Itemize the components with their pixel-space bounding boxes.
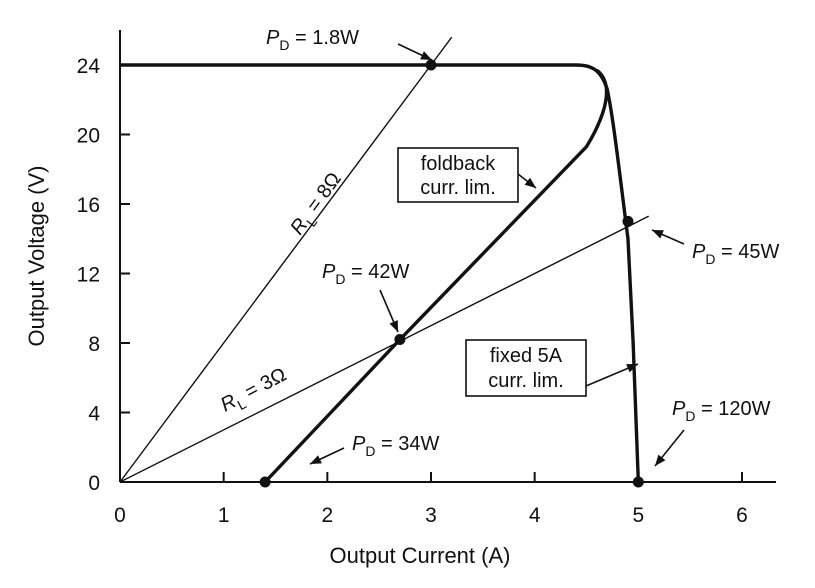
y-axis-title: Output Voltage (V) <box>24 166 49 347</box>
points-layer <box>259 59 644 488</box>
arrow-head <box>420 51 432 60</box>
rl-3ohm-label: RL = 3Ω <box>217 364 292 420</box>
x-tick-label: 6 <box>736 504 748 527</box>
load-line-8-ohm <box>119 36 453 483</box>
fixed-to-curve-arrow <box>585 363 639 387</box>
y-tick-label: 16 <box>77 194 100 217</box>
arrow-head <box>655 454 666 466</box>
pd-42w-label: PD = 42W <box>322 261 410 287</box>
foldback-box-line1: foldback <box>421 153 496 175</box>
pd-45w-arrow <box>651 229 685 245</box>
pd-34w-arrow <box>309 447 345 465</box>
pd-1.8w-arrow <box>397 43 433 61</box>
arrow-head <box>310 455 322 464</box>
data-point <box>632 476 644 488</box>
curves-layer <box>119 36 650 484</box>
x-tick-label: 3 <box>425 504 437 527</box>
y-tick-label: 4 <box>88 403 100 426</box>
x-tick-label: 0 <box>114 504 126 527</box>
tick-marks <box>119 64 743 483</box>
pd-120w-label: PD = 120W <box>672 398 771 424</box>
pd-34w-label: PD = 34W <box>352 433 440 459</box>
x-tick-label: 2 <box>321 504 333 527</box>
fixed-box <box>465 339 587 397</box>
rl-8ohm-label: RL = 8Ω <box>286 168 349 241</box>
pd-1.8w-label: PD = 1.8W <box>266 27 359 53</box>
y-tick-label: 24 <box>77 55 101 78</box>
pd-120w-arrow <box>654 429 685 467</box>
data-point <box>622 215 634 227</box>
foldback-box-line2: curr. lim. <box>420 177 496 199</box>
fixed-box-line2: curr. lim. <box>488 370 564 392</box>
y-tick-label: 0 <box>88 472 100 495</box>
foldback-current-limit-curve <box>263 68 609 484</box>
data-point <box>259 476 271 488</box>
data-point <box>425 59 437 71</box>
foldback-to-curve-arrow <box>517 173 537 189</box>
arrow-head <box>626 364 638 373</box>
fixed-box-line1: fixed 5A <box>490 345 563 367</box>
arrow-head <box>389 320 398 332</box>
arrows-layer <box>309 43 685 467</box>
pd-45w-label: PD = 45W <box>692 241 780 267</box>
y-tick-label: 20 <box>77 125 100 148</box>
arrow-head <box>524 177 536 188</box>
x-tick-label: 1 <box>218 504 230 527</box>
pd-42w-arrow <box>379 289 399 333</box>
arrow-head <box>652 230 664 239</box>
load-line-3-ohm <box>119 215 650 483</box>
x-axis-title: Output Current (A) <box>330 543 511 568</box>
y-tick-label: 8 <box>88 333 100 356</box>
x-tick-label: 4 <box>529 504 541 527</box>
x-tick-label: 5 <box>632 504 644 527</box>
data-point <box>394 334 406 346</box>
y-tick-label: 12 <box>77 264 100 287</box>
